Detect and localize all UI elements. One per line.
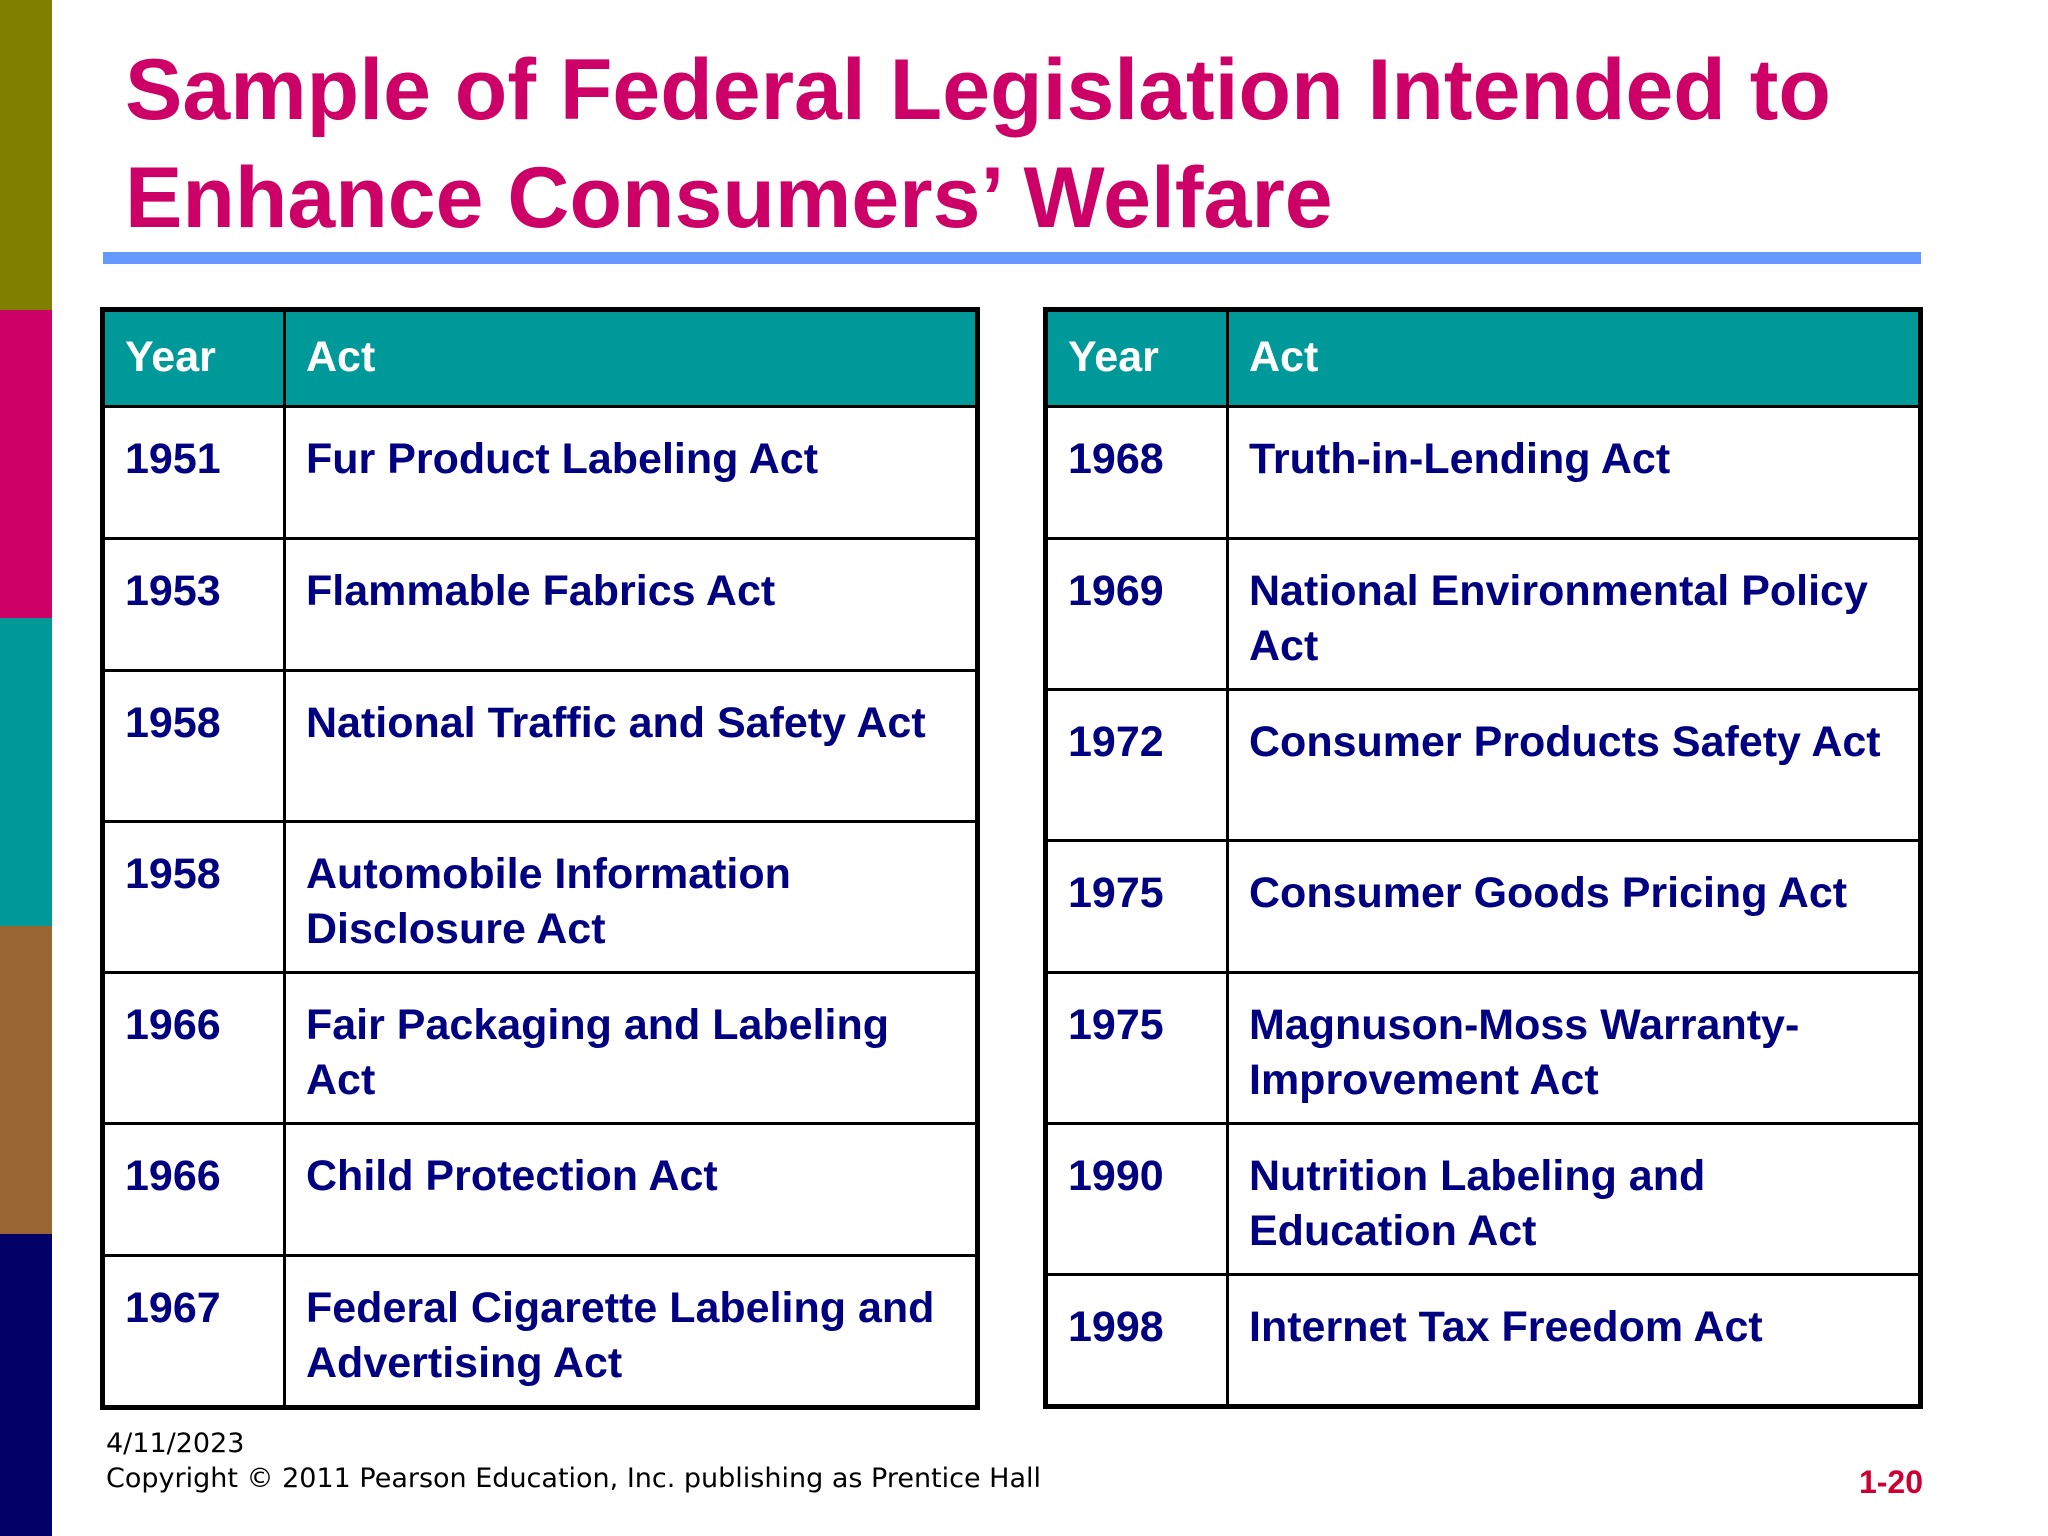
side-stripe-olive: [0, 0, 52, 310]
year-cell: 1975: [1044, 839, 1229, 974]
year-cell: 1951: [101, 405, 286, 540]
act-cell: National Environmental Policy Act: [1226, 537, 1922, 691]
act-cell: Child Protection Act: [283, 1122, 979, 1257]
act-cell: Federal Cigarette Labeling and Advertisi…: [283, 1254, 979, 1409]
table-row: 1953 Flammable Fabrics Act: [101, 537, 979, 672]
side-stripe-teal: [0, 618, 52, 926]
act-cell: Fur Product Labeling Act: [283, 405, 979, 540]
table-row: 1990 Nutrition Labeling and Education Ac…: [1044, 1122, 1922, 1276]
table-row: 1966 Child Protection Act: [101, 1122, 979, 1257]
table-row: 1975 Magnuson-Moss Warranty-Improvement …: [1044, 971, 1922, 1125]
act-cell: Truth-in-Lending Act: [1226, 405, 1922, 540]
year-column-header: Year: [101, 308, 286, 408]
title-underline-rule: [103, 252, 1921, 264]
side-stripe-navy: [0, 1234, 52, 1536]
year-cell: 1968: [1044, 405, 1229, 540]
table-row: 1951 Fur Product Labeling Act: [101, 405, 979, 540]
act-cell: Consumer Products Safety Act: [1226, 688, 1922, 842]
act-cell: Nutrition Labeling and Education Act: [1226, 1122, 1922, 1276]
act-column-header: Act: [283, 308, 979, 408]
legislation-table-left: Year Act 1951 Fur Product Labeling Act 1…: [100, 307, 980, 1410]
table-row: 1998 Internet Tax Freedom Act: [1044, 1273, 1922, 1408]
year-cell: 1958: [101, 820, 286, 974]
year-cell: 1958: [101, 669, 286, 823]
year-cell: 1966: [101, 1122, 286, 1257]
table-row: 1968 Truth-in-Lending Act: [1044, 405, 1922, 540]
act-cell: Internet Tax Freedom Act: [1226, 1273, 1922, 1408]
table-header-row: Year Act: [101, 308, 979, 408]
page-number: 1-20: [1858, 1464, 1923, 1500]
act-cell: Flammable Fabrics Act: [283, 537, 979, 672]
act-cell: National Traffic and Safety Act: [283, 669, 979, 823]
act-cell: Consumer Goods Pricing Act: [1226, 839, 1922, 974]
year-cell: 1972: [1044, 688, 1229, 842]
legislation-table-right: Year Act 1968 Truth-in-Lending Act 1969 …: [1043, 307, 1923, 1409]
footer-copyright: Copyright © 2011 Pearson Education, Inc.…: [106, 1463, 1042, 1494]
side-stripe-brown: [0, 926, 52, 1234]
table-row: 1966 Fair Packaging and Labeling Act: [101, 971, 979, 1125]
year-cell: 1998: [1044, 1273, 1229, 1408]
year-column-header: Year: [1044, 308, 1229, 408]
year-cell: 1969: [1044, 537, 1229, 691]
table-row: 1967 Federal Cigarette Labeling and Adve…: [101, 1254, 979, 1409]
year-cell: 1975: [1044, 971, 1229, 1125]
side-stripe-magenta: [0, 310, 52, 618]
year-cell: 1966: [101, 971, 286, 1125]
table-row: 1975 Consumer Goods Pricing Act: [1044, 839, 1922, 974]
act-cell: Fair Packaging and Labeling Act: [283, 971, 979, 1125]
act-cell: Magnuson-Moss Warranty-Improvement Act: [1226, 971, 1922, 1125]
year-cell: 1967: [101, 1254, 286, 1409]
table-row: 1958 Automobile Information Disclosure A…: [101, 820, 979, 974]
act-column-header: Act: [1226, 308, 1922, 408]
slide-title: Sample of Federal Legislation Intended t…: [125, 42, 1831, 246]
footer-date: 4/11/2023: [106, 1428, 245, 1459]
year-cell: 1990: [1044, 1122, 1229, 1276]
table-row: 1969 National Environmental Policy Act: [1044, 537, 1922, 691]
act-cell: Automobile Information Disclosure Act: [283, 820, 979, 974]
year-cell: 1953: [101, 537, 286, 672]
table-row: 1958 National Traffic and Safety Act: [101, 669, 979, 823]
table-header-row: Year Act: [1044, 308, 1922, 408]
table-row: 1972 Consumer Products Safety Act: [1044, 688, 1922, 842]
